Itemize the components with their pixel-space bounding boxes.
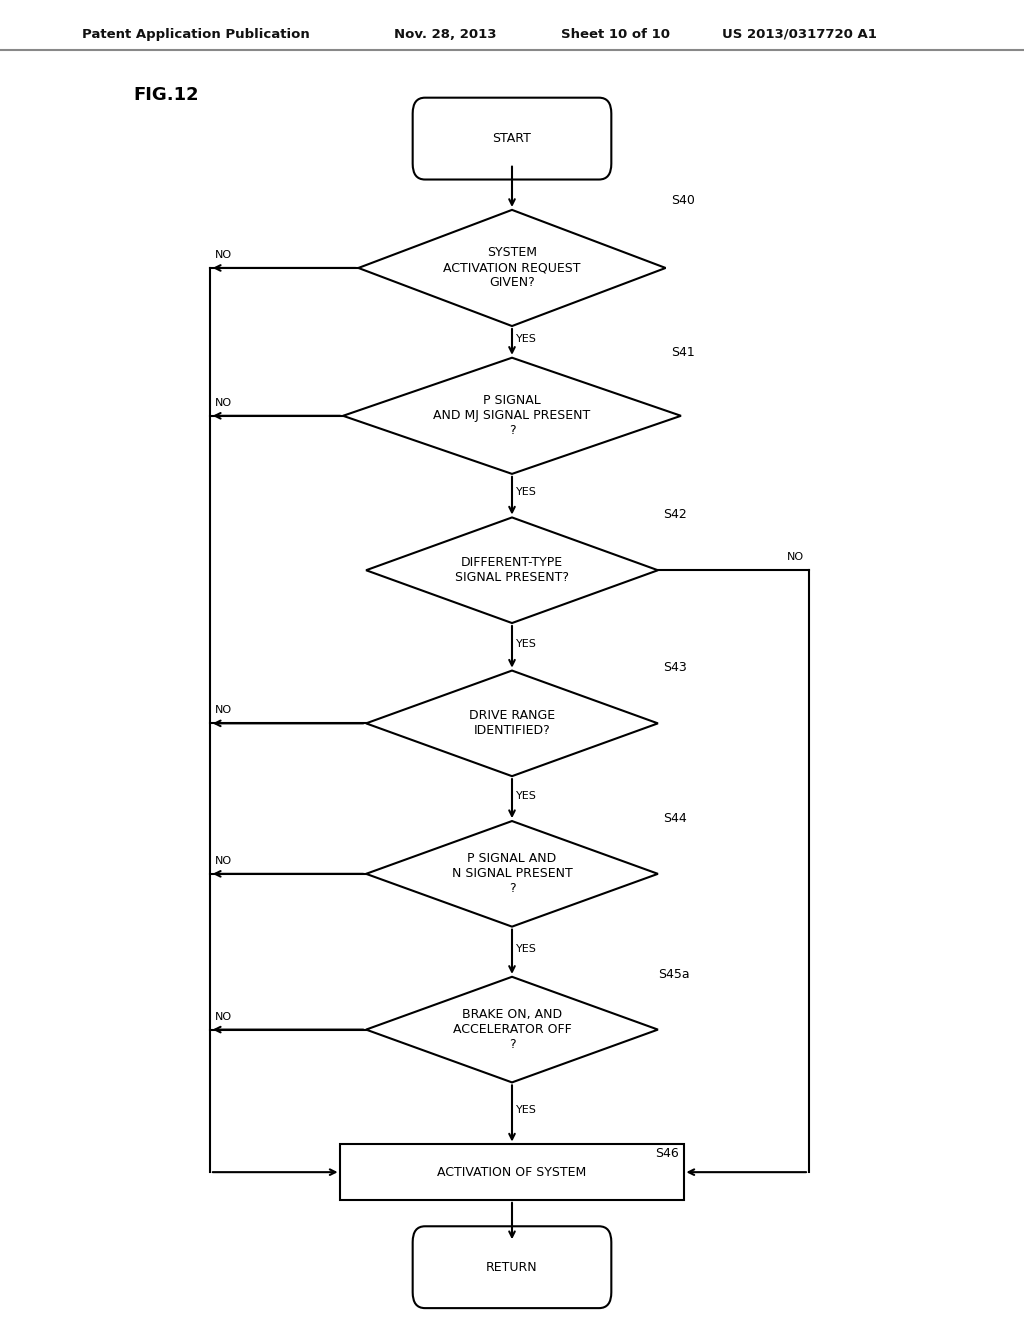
Text: FIG.12: FIG.12 xyxy=(133,86,199,104)
Text: US 2013/0317720 A1: US 2013/0317720 A1 xyxy=(722,28,877,41)
Text: BRAKE ON, AND
ACCELERATOR OFF
?: BRAKE ON, AND ACCELERATOR OFF ? xyxy=(453,1008,571,1051)
Text: YES: YES xyxy=(516,1105,537,1115)
Text: S42: S42 xyxy=(664,508,687,521)
Text: S46: S46 xyxy=(655,1147,679,1160)
Text: S40: S40 xyxy=(671,194,694,207)
Text: S45a: S45a xyxy=(658,968,690,981)
FancyBboxPatch shape xyxy=(413,1226,611,1308)
Polygon shape xyxy=(358,210,666,326)
Text: S44: S44 xyxy=(664,812,687,825)
Text: YES: YES xyxy=(516,944,537,954)
Text: NO: NO xyxy=(215,397,232,408)
Text: YES: YES xyxy=(516,487,537,498)
Text: YES: YES xyxy=(516,334,537,345)
Text: NO: NO xyxy=(786,552,804,562)
Text: RETURN: RETURN xyxy=(486,1261,538,1274)
Text: SYSTEM
ACTIVATION REQUEST
GIVEN?: SYSTEM ACTIVATION REQUEST GIVEN? xyxy=(443,247,581,289)
Text: S41: S41 xyxy=(671,346,694,359)
Text: START: START xyxy=(493,132,531,145)
Polygon shape xyxy=(367,977,657,1082)
Text: NO: NO xyxy=(215,855,232,866)
Text: Sheet 10 of 10: Sheet 10 of 10 xyxy=(561,28,670,41)
FancyBboxPatch shape xyxy=(413,98,611,180)
Text: NO: NO xyxy=(215,705,232,715)
Text: DIFFERENT-TYPE
SIGNAL PRESENT?: DIFFERENT-TYPE SIGNAL PRESENT? xyxy=(455,556,569,585)
Polygon shape xyxy=(367,517,657,623)
Text: P SIGNAL AND
N SIGNAL PRESENT
?: P SIGNAL AND N SIGNAL PRESENT ? xyxy=(452,853,572,895)
Text: Nov. 28, 2013: Nov. 28, 2013 xyxy=(394,28,497,41)
Text: NO: NO xyxy=(215,249,232,260)
Text: S43: S43 xyxy=(664,661,687,675)
Text: NO: NO xyxy=(215,1011,232,1022)
Text: YES: YES xyxy=(516,791,537,801)
Polygon shape xyxy=(367,821,657,927)
Text: P SIGNAL
AND MJ SIGNAL PRESENT
?: P SIGNAL AND MJ SIGNAL PRESENT ? xyxy=(433,395,591,437)
Text: Patent Application Publication: Patent Application Publication xyxy=(82,28,309,41)
Text: ACTIVATION OF SYSTEM: ACTIVATION OF SYSTEM xyxy=(437,1166,587,1179)
Bar xyxy=(340,1144,684,1200)
Polygon shape xyxy=(367,671,657,776)
Polygon shape xyxy=(343,358,681,474)
Text: YES: YES xyxy=(516,639,537,649)
Text: DRIVE RANGE
IDENTIFIED?: DRIVE RANGE IDENTIFIED? xyxy=(469,709,555,738)
